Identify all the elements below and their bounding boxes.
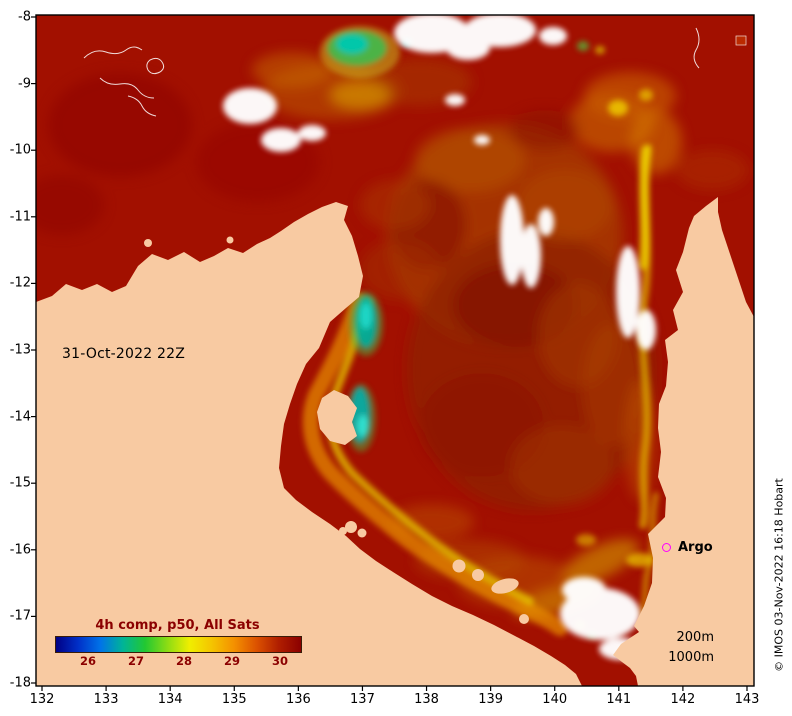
y-tick-label: -17 [9,608,31,624]
x-tick-label: 138 [414,692,439,707]
x-tick-label: 137 [350,692,375,707]
colorbar-tick-label: 29 [223,654,241,668]
x-tick-label: 139 [478,692,504,707]
depth-contour-labels: 200m 1000m [614,628,714,668]
y-tick-label: -10 [9,142,31,158]
colorbar-tick-label: 28 [175,654,193,668]
depth-label-1000m: 1000m [668,650,714,665]
colorbar-tick-label: 30 [271,654,289,668]
colorbar-title: 4h comp, p50, All Sats [95,618,260,633]
depth-label-200m: 200m [676,630,714,645]
y-tick-label: -16 [9,542,31,558]
credit-text: © IMOS 03-Nov-2022 16:18 Hobart [772,478,786,672]
x-tick-label: 132 [29,692,55,707]
colorbar-tick-label: 27 [127,654,145,668]
x-tick-label: 136 [285,692,311,707]
x-tick-label: 133 [93,692,119,707]
y-tick-label: -14 [9,409,31,425]
small-islands [144,236,529,624]
cool-water-patches [320,26,654,637]
colorbar-tick-labels: 26 27 28 29 30 [55,654,300,669]
groote-eylandt-island [317,390,357,445]
y-tick-label: -8 [18,9,31,25]
colorbar [55,636,302,653]
x-tick-label: 134 [157,692,183,707]
y-tick-label: -15 [9,475,31,491]
x-tick-label: 143 [734,692,760,707]
y-tick-label: -18 [9,675,31,691]
argo-label: Argo [678,540,713,555]
x-tick-label: 140 [542,692,568,707]
y-tick-label: -12 [9,275,31,291]
cape-york-landmass [613,197,754,686]
y-tick-label: -13 [9,342,31,358]
arnhem-land-landmass [36,202,582,686]
y-tick-label: -11 [9,209,31,225]
x-tick-label: 135 [221,692,247,707]
land-layer [36,197,754,686]
axis-tick-marks [31,16,748,691]
y-tick-label: -9 [18,76,31,92]
x-tick-label: 141 [606,692,632,707]
x-tick-label: 142 [670,692,696,707]
argo-marker [662,543,671,552]
date-label: 31-Oct-2022 22Z [62,346,185,362]
coastline-outline-details [83,27,747,117]
colorbar-tick-label: 26 [79,654,97,668]
sst-streaks-layer [302,144,659,636]
cloud-gaps-layer [223,15,656,660]
